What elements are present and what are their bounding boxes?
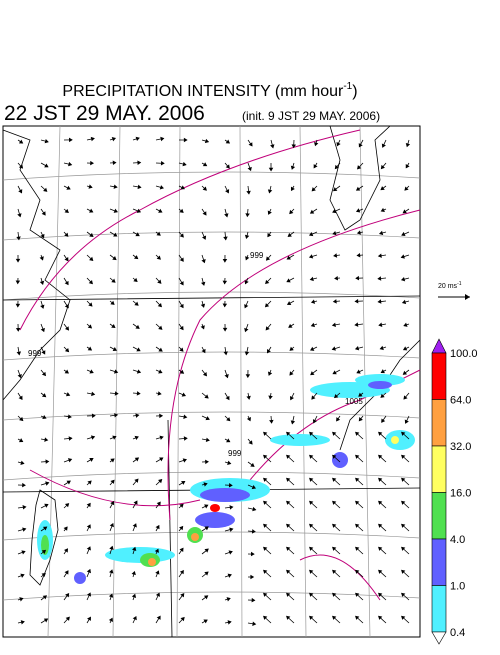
title-text: PRECIPITATION INTENSITY (mm hour xyxy=(62,83,344,100)
reference-sup: -1 xyxy=(457,281,462,287)
rain-patch xyxy=(368,381,392,389)
reference-text: 20 ms xyxy=(438,283,458,290)
init-label: (init. 9 JST 29 MAY. 2006) xyxy=(242,109,380,123)
reference-head xyxy=(465,294,470,300)
colorbar-label: 100.0 xyxy=(450,348,478,360)
colorbar-label: 64.0 xyxy=(450,395,471,407)
colorbar-bin xyxy=(432,400,446,447)
contour-label: 1005 xyxy=(345,397,363,406)
time-label: 22 JST 29 MAY. 2006 xyxy=(4,102,205,125)
contour-label: 999 xyxy=(228,449,242,458)
colorbar-label: 16.0 xyxy=(450,488,471,500)
colorbar-label: 32.0 xyxy=(450,441,471,453)
colorbar-label: 1.0 xyxy=(450,581,465,593)
rain-patch xyxy=(385,430,415,450)
colorbar-bin xyxy=(432,586,446,633)
rain-patch xyxy=(105,547,175,563)
colorbar-bin xyxy=(432,353,446,400)
contour-label: 999 xyxy=(28,349,42,358)
colorbar-bottom xyxy=(432,632,446,644)
rain-patch xyxy=(391,436,399,444)
reference-label: 20 ms-1 xyxy=(438,281,462,290)
colorbar-bin xyxy=(432,539,446,586)
map: 999 999 1005 999 xyxy=(3,126,420,637)
rain-patch xyxy=(148,558,156,566)
colorbar-top xyxy=(432,339,446,353)
colorbar-bin xyxy=(432,493,446,540)
rain-patch xyxy=(74,572,86,584)
colorbar-bin xyxy=(432,446,446,493)
rain-patch xyxy=(270,434,330,446)
rain-patch xyxy=(332,452,348,468)
rain-patch xyxy=(200,488,250,502)
rain-patch xyxy=(191,533,199,541)
rain-patch xyxy=(210,504,220,512)
title-end: ) xyxy=(352,83,357,100)
rain-patch xyxy=(195,512,235,528)
colorbar-label: 4.0 xyxy=(450,534,465,546)
contour-label: 999 xyxy=(250,251,264,260)
reference-vector: 20 ms-1 xyxy=(438,281,470,300)
title: PRECIPITATION INTENSITY (mm hour-1) xyxy=(62,81,357,100)
colorbar-label: 0.4 xyxy=(450,627,465,639)
colorbar: 100.0 64.0 32.0 16.0 4.0 1.0 0.4 xyxy=(432,339,478,644)
